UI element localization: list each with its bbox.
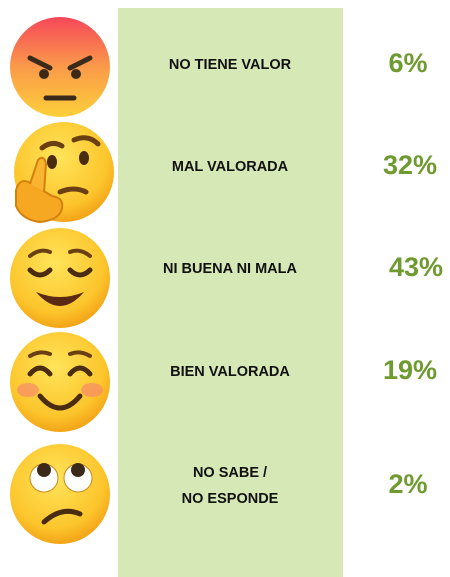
row-label: BIEN VALORADA: [170, 364, 290, 380]
emoji-rolling-eyes: [10, 444, 110, 544]
emoji-relieved: [10, 228, 110, 328]
emoji-thinking: [14, 122, 114, 224]
emoji-angry: [10, 17, 110, 117]
row-percent: 6%: [388, 48, 427, 78]
row-percent: 19%: [383, 355, 437, 385]
row-percent: 2%: [388, 469, 427, 499]
emoji-smiling: [10, 332, 110, 432]
row-label: NI BUENA NI MALA: [163, 261, 298, 277]
row-label: NO ESPONDE: [182, 491, 279, 507]
row-label: NO SABE /: [193, 465, 267, 481]
row-label: NO TIENE VALOR: [169, 57, 292, 73]
row-percent: 43%: [389, 252, 443, 282]
row-percent: 32%: [383, 150, 437, 180]
highlight-column: [118, 8, 343, 577]
row-label: MAL VALORADA: [172, 159, 289, 175]
